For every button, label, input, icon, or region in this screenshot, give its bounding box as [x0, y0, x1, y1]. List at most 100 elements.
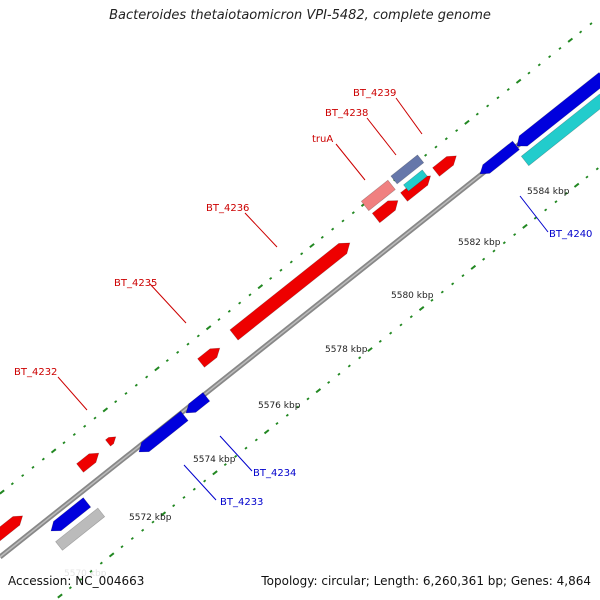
tick-mark — [254, 438, 258, 442]
tick-mark — [470, 264, 477, 270]
gene-arrow-bt4234[interactable] — [183, 392, 211, 418]
gene-label-bt4233[interactable]: BT_4233 — [220, 497, 263, 508]
tick-mark — [172, 504, 176, 508]
tick-mark — [227, 309, 231, 313]
genome-stats-text: Topology: circular; Length: 6,260,361 bp… — [261, 574, 591, 588]
tick-mark — [502, 241, 506, 245]
gene-arrow-bt4232[interactable] — [76, 449, 103, 473]
gene-arrow-bt4233[interactable] — [135, 410, 189, 456]
tick-mark — [358, 356, 362, 360]
gene-arrow-blue-lower[interactable] — [47, 497, 92, 536]
tick-mark — [296, 405, 300, 409]
gene-arrow-bt4240[interactable] — [477, 140, 520, 178]
tick-mark — [186, 342, 190, 346]
gene-arrow-grey-blue[interactable] — [390, 154, 425, 185]
map-title: Bacteroides thetaiotaomicron VPI-5482, c… — [109, 8, 491, 23]
gene-arrow-bt4236[interactable] — [229, 238, 354, 341]
gene-label-bt4236[interactable]: BT_4236 — [206, 203, 249, 214]
tick-mark — [89, 569, 93, 573]
tick-mark — [217, 318, 221, 321]
tick-mark — [130, 537, 134, 540]
gene-label-bt4234[interactable]: BT_4234 — [253, 468, 296, 479]
tick-mark — [145, 375, 149, 379]
tick-mark — [567, 37, 574, 43]
gene-arrow-right-blue[interactable] — [513, 72, 600, 151]
callout-lines — [57, 97, 549, 501]
gene-arrow-small-red[interactable] — [105, 434, 119, 447]
tick-mark — [424, 153, 428, 157]
tick-mark — [102, 407, 109, 413]
tick-mark — [0, 489, 5, 495]
tick-mark — [341, 219, 345, 223]
gene-arrow-grey-lower[interactable] — [55, 507, 106, 551]
tick-mark — [10, 482, 14, 486]
tick-mark — [160, 511, 167, 517]
tick-mark — [176, 350, 180, 354]
tick-mark — [21, 474, 25, 478]
gene-arrow-trua[interactable] — [360, 179, 396, 212]
gene-label-bt4239[interactable]: BT_4239 — [353, 88, 396, 99]
tick-mark — [315, 388, 322, 394]
tick-mark — [434, 145, 438, 149]
tick-mark — [554, 200, 558, 204]
tick-mark — [440, 290, 444, 294]
tick-mark — [154, 366, 160, 372]
axis-label-5578: 5578 kbp — [325, 345, 368, 355]
tick-mark — [68, 586, 72, 590]
tick-mark — [244, 446, 248, 450]
tick-mark — [114, 400, 118, 404]
tick-mark — [83, 424, 87, 428]
tick-mark — [537, 63, 541, 67]
tick-mark — [513, 233, 517, 237]
tick-mark — [306, 397, 310, 401]
gene-arrow-bt4238[interactable] — [371, 196, 401, 224]
tick-mark — [461, 274, 465, 278]
tick-mark — [564, 192, 568, 195]
tick-mark — [522, 223, 528, 229]
tick-mark — [482, 257, 486, 261]
gene-label-bt4235[interactable]: BT_4235 — [114, 278, 157, 289]
tick-mark — [275, 422, 279, 425]
gene-arrow-right-red[interactable] — [432, 152, 460, 177]
tick-mark — [367, 347, 373, 353]
gene-arrow-left-red[interactable] — [0, 512, 26, 542]
tick-mark — [285, 413, 289, 417]
tick-mark — [289, 260, 293, 264]
tick-mark — [192, 487, 196, 491]
tick-mark — [558, 46, 562, 50]
tick-mark — [320, 235, 324, 239]
tick-mark — [203, 479, 207, 483]
gene-arrow-bt4235[interactable] — [197, 344, 224, 368]
tick-mark — [409, 315, 413, 319]
axis-label-5584: 5584 kbp — [527, 187, 570, 197]
tick-mark — [533, 216, 537, 220]
tick-mark — [309, 243, 315, 249]
tick-mark — [399, 323, 403, 327]
tick-mark — [279, 268, 283, 272]
axis-label-5576: 5576 kbp — [258, 401, 301, 411]
tick-mark — [165, 359, 169, 363]
gene-arrow-cyan-large[interactable] — [520, 93, 600, 167]
tick-mark — [389, 331, 393, 335]
tick-mark — [212, 470, 218, 476]
gene-label-bt4240[interactable]: BT_4240 — [549, 229, 592, 240]
tick-mark — [444, 137, 448, 141]
gene-features[interactable] — [0, 72, 600, 551]
inner-tick-row — [57, 167, 599, 599]
tick-mark — [124, 391, 128, 395]
axis-label-5572: 5572 kbp — [129, 513, 172, 523]
gene-label-bt4232[interactable]: BT_4232 — [14, 367, 57, 378]
tick-mark — [486, 104, 490, 108]
tick-mark — [492, 249, 496, 253]
accession-text: Accession: NC_004663 — [8, 574, 145, 588]
tick-mark — [234, 454, 238, 458]
tick-mark — [579, 30, 583, 34]
outer-tick-row — [0, 22, 593, 495]
gene-label-bt4238[interactable]: BT_4238 — [325, 108, 368, 119]
tick-mark — [205, 325, 212, 331]
gene-arrow-cyan-small[interactable] — [403, 169, 428, 192]
gene-label-trua[interactable]: truA — [312, 134, 333, 145]
tick-mark — [141, 528, 145, 532]
tick-mark — [62, 441, 66, 445]
